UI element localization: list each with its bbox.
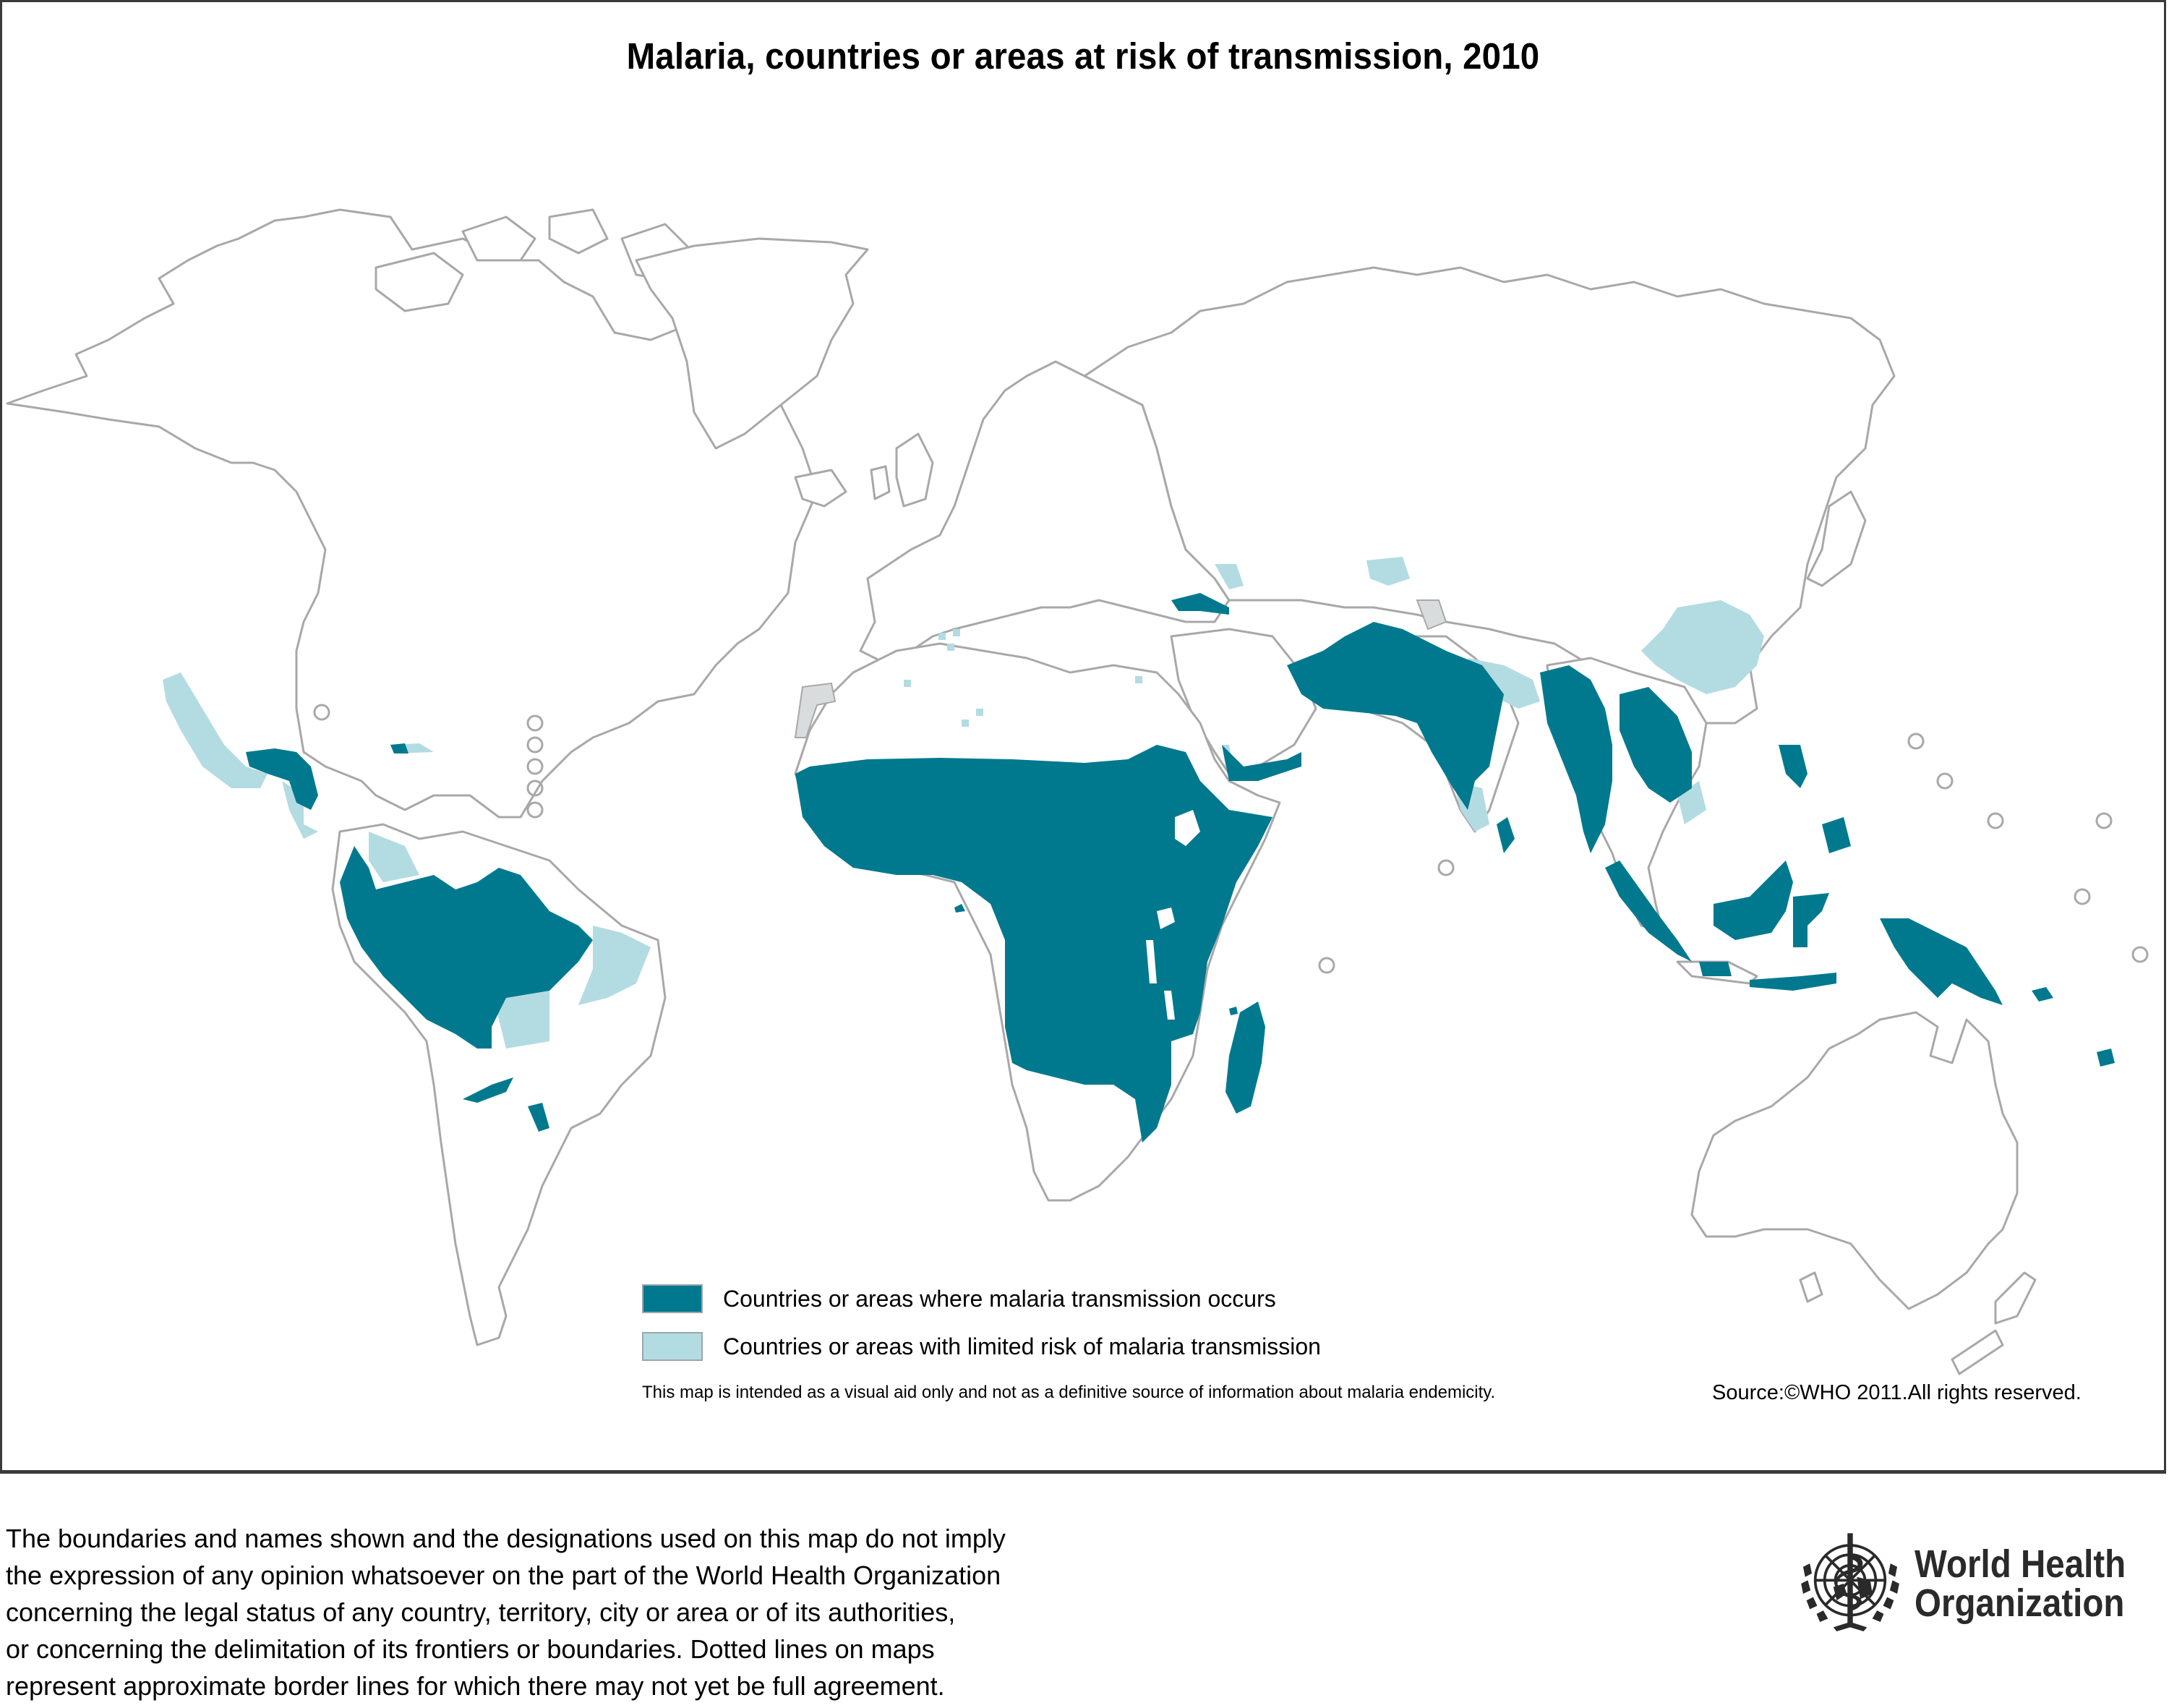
who-wordmark-line1: World Health: [1914, 1542, 2126, 1586]
lake-victoria: [1157, 908, 1175, 929]
algeria-oasis-1: [938, 633, 946, 640]
algeria-oasis-5: [976, 709, 983, 716]
ethiopia-highlands: [1175, 810, 1200, 846]
algeria-oasis-2: [953, 629, 960, 636]
algeria-oasis-3: [947, 644, 954, 651]
greenland-outline: [635, 237, 869, 450]
who-wordmark-line2: Organization: [1914, 1581, 2125, 1625]
myanmar-thailand-transmission: [1540, 665, 1612, 853]
sri-lanka-transmission: [1497, 817, 1515, 853]
western-sahara-na: [794, 682, 837, 738]
mindanao-transmission: [1822, 817, 1851, 853]
disclaimer-line: represent approximate border lines for w…: [6, 1671, 945, 1701]
swatch-transmission: [642, 1284, 703, 1313]
vanuatu-transmission: [2097, 1049, 2115, 1067]
north-america-outline: [6, 208, 818, 819]
haiti-transmission: [390, 743, 408, 753]
lesser-sunda-transmission: [1750, 973, 1836, 991]
lake-tanganyika: [1146, 940, 1157, 983]
disclaimer-line: The boundaries and names shown and the d…: [6, 1524, 1006, 1553]
disclaimer-line: or concerning the delimitation of its fr…: [6, 1634, 935, 1664]
boundary-disclaimer: The boundaries and names shown and the d…: [6, 1520, 1006, 1704]
who-logo: World Health Organization: [1793, 1519, 2155, 1649]
kashmir-na: [1416, 599, 1447, 631]
map-legend: Countries or areas where malaria transmi…: [642, 1283, 1321, 1378]
argentina-transmission: [528, 1103, 549, 1132]
map-title: Malaria, countries or areas at risk of t…: [626, 35, 1540, 77]
philippines-transmission: [1779, 745, 1808, 788]
indochina-transmission: [1620, 687, 1692, 803]
swatch-limited-risk: [642, 1332, 703, 1361]
source-credit: Source:©WHO 2011.All rights reserved.: [1712, 1381, 2082, 1404]
lake-malawi: [1164, 991, 1175, 1020]
papua-transmission: [1880, 918, 2003, 1005]
central-america-transmission: [246, 748, 318, 810]
who-emblem-icon: [1801, 1533, 1899, 1631]
caucasus-limited: [1215, 564, 1244, 589]
mexico-limited: [163, 672, 268, 788]
australia-outline: [1690, 1011, 2019, 1310]
south-asia-transmission: [1287, 622, 1504, 810]
northeast-brazil-limited: [578, 926, 651, 1005]
who-wordmark: World Health Organization: [1915, 1545, 2126, 1623]
disclaimer-line: the expression of any opinion whatsoever…: [6, 1560, 1001, 1590]
algeria-oasis-4: [904, 680, 911, 687]
visual-aid-note: This map is intended as a visual aid onl…: [642, 1383, 1496, 1402]
central-brazil-limited: [492, 983, 549, 1049]
tajikistan-limited: [1366, 557, 1410, 586]
sao-tome-transmission: [954, 904, 965, 913]
comoros-transmission: [1229, 1007, 1238, 1015]
central-america-limited: [282, 781, 318, 839]
china-limited: [1641, 600, 1764, 694]
legend-item-limited-risk: Countries or areas with limited risk of …: [642, 1331, 1321, 1362]
solomon-transmission: [2032, 987, 2053, 1002]
legend-label-limited-risk: Countries or areas with limited risk of …: [723, 1333, 1321, 1359]
egypt-oasis: [1135, 676, 1142, 683]
paraguay-transmission: [463, 1077, 513, 1103]
java-transmission: [1699, 962, 1732, 976]
venezuela-limited: [369, 832, 419, 882]
algeria-oasis-6: [962, 720, 969, 727]
yemen-transmission: [1222, 745, 1301, 781]
sulawesi-transmission: [1793, 893, 1829, 947]
legend-item-transmission: Countries or areas where malaria transmi…: [642, 1283, 1321, 1315]
madagascar-transmission: [1225, 1002, 1265, 1114]
amazon-transmission: [340, 846, 593, 1049]
africa-transmission: [795, 745, 1272, 1143]
world-map: [6, 208, 2149, 1375]
disclaimer-line: concerning the legal status of any count…: [6, 1597, 956, 1627]
borneo-transmission: [1714, 861, 1793, 940]
legend-label-transmission: Countries or areas where malaria transmi…: [723, 1285, 1276, 1312]
sumatra-transmission: [1605, 861, 1692, 962]
iraq-iran-transmission: [1171, 593, 1229, 615]
